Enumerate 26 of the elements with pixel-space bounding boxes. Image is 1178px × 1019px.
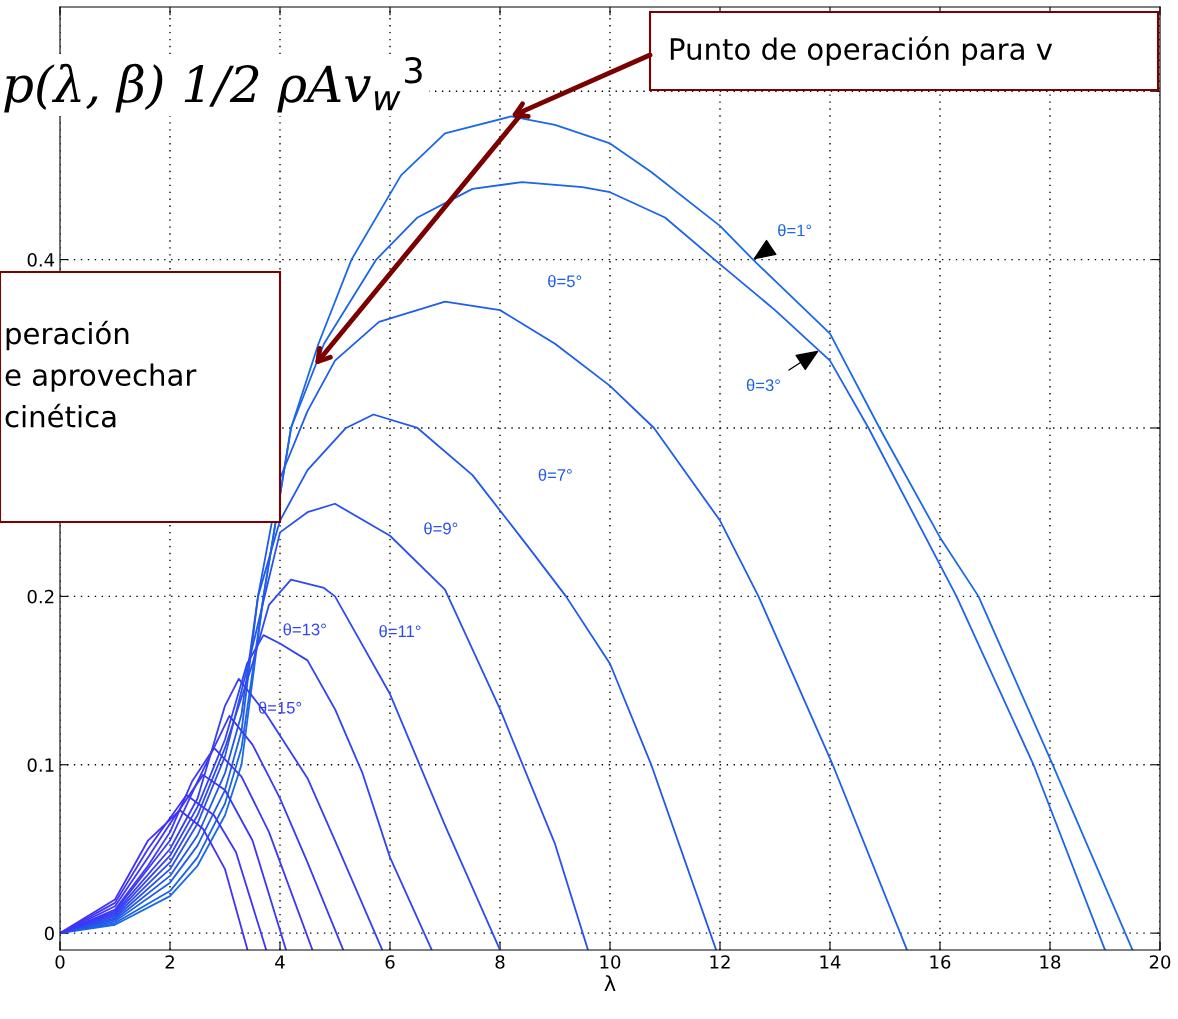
y-tick-label: 0 [44,926,54,941]
series-label: θ=11° [379,624,421,638]
x-tick-label: 18 [1040,955,1061,969]
series-label: θ=13° [283,623,326,636]
y-tick-label: 0.2 [27,589,54,604]
text: θ=3° [746,378,780,392]
text: θ=7° [538,468,572,481]
y-tick-label: 0.1 [27,758,54,772]
x-tick-label: 8 [495,955,505,969]
text: θ=1° [778,224,812,237]
text: θ=5° [548,274,582,288]
x-tick-label: 12 [710,955,730,969]
x-tick-label: 0 [55,955,65,969]
x-tick-label: 2 [165,955,174,969]
series-label: θ=9° [424,522,458,535]
x-tick-label: 16 [930,955,951,969]
x-tick-label: 10 [600,955,621,969]
x-tick-label: 14 [820,955,841,969]
x-tick-label: 4 [275,955,285,969]
x-tick-label: 20 [1149,955,1171,969]
annotation: peración e aprovechar cinética [5,320,197,428]
annotation: Punto de operación para v [670,36,1053,66]
x-tick-label: 6 [385,955,395,969]
y-tick-label: 0.4 [27,253,55,267]
x-axis-title: λ [604,975,616,991]
annotation: p(λ, β) 1/2 ρAv$_{w}$$^{3}$ [4,57,422,113]
